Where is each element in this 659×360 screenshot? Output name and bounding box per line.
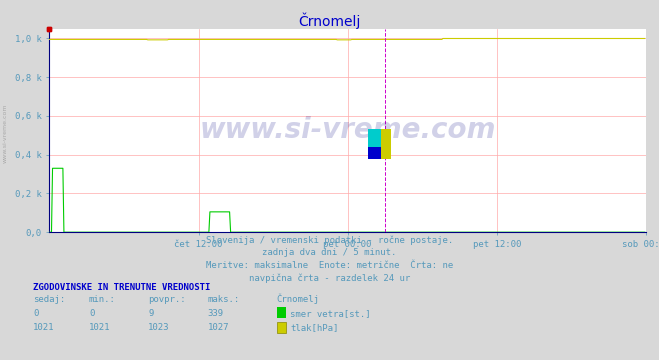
Text: navpična črta - razdelek 24 ur: navpična črta - razdelek 24 ur — [249, 274, 410, 283]
Text: 9: 9 — [148, 309, 154, 318]
Text: povpr.:: povpr.: — [148, 296, 186, 305]
Text: Slovenija / vremenski podatki - ročne postaje.: Slovenija / vremenski podatki - ročne po… — [206, 236, 453, 245]
Text: www.si-vreme.com: www.si-vreme.com — [200, 117, 496, 144]
Text: Črnomelj: Črnomelj — [277, 294, 320, 305]
Bar — [368, 130, 381, 147]
Text: www.si-vreme.com: www.si-vreme.com — [3, 103, 8, 163]
Text: min.:: min.: — [89, 296, 116, 305]
Text: 1027: 1027 — [208, 324, 229, 333]
Text: tlak[hPa]: tlak[hPa] — [290, 324, 338, 333]
Text: 0: 0 — [33, 309, 38, 318]
Bar — [368, 130, 391, 159]
Text: Črnomelj: Črnomelj — [299, 13, 360, 29]
Text: smer vetra[st.]: smer vetra[st.] — [290, 309, 370, 318]
Text: maks.:: maks.: — [208, 296, 240, 305]
Text: 339: 339 — [208, 309, 223, 318]
Text: 1021: 1021 — [89, 324, 111, 333]
Text: 0: 0 — [89, 309, 94, 318]
Text: sedaj:: sedaj: — [33, 296, 65, 305]
Bar — [368, 147, 381, 159]
Text: 1023: 1023 — [148, 324, 170, 333]
Text: 1021: 1021 — [33, 324, 55, 333]
Text: zadnja dva dni / 5 minut.: zadnja dva dni / 5 minut. — [262, 248, 397, 257]
Text: ZGODOVINSKE IN TRENUTNE VREDNOSTI: ZGODOVINSKE IN TRENUTNE VREDNOSTI — [33, 283, 210, 292]
Text: Meritve: maksimalne  Enote: metrične  Črta: ne: Meritve: maksimalne Enote: metrične Črta… — [206, 261, 453, 270]
